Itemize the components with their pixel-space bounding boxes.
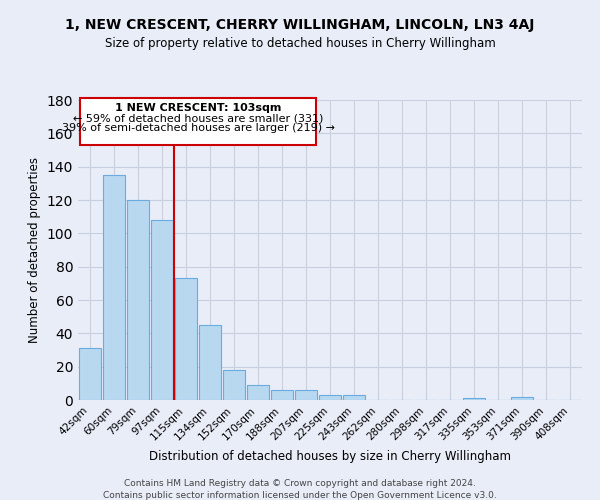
Y-axis label: Number of detached properties: Number of detached properties [28, 157, 41, 343]
X-axis label: Distribution of detached houses by size in Cherry Willingham: Distribution of detached houses by size … [149, 450, 511, 463]
Bar [319, 395, 341, 400]
FancyBboxPatch shape [80, 98, 316, 145]
Bar [151, 220, 173, 400]
Bar [79, 348, 101, 400]
Text: 39% of semi-detached houses are larger (219) →: 39% of semi-detached houses are larger (… [62, 124, 335, 134]
Text: Size of property relative to detached houses in Cherry Willingham: Size of property relative to detached ho… [104, 38, 496, 51]
Text: Contains public sector information licensed under the Open Government Licence v3: Contains public sector information licen… [103, 491, 497, 500]
Bar [223, 370, 245, 400]
Bar [127, 200, 149, 400]
Bar [247, 385, 269, 400]
Text: Contains HM Land Registry data © Crown copyright and database right 2024.: Contains HM Land Registry data © Crown c… [124, 479, 476, 488]
Bar [511, 396, 533, 400]
Bar [175, 278, 197, 400]
Text: 1, NEW CRESCENT, CHERRY WILLINGHAM, LINCOLN, LN3 4AJ: 1, NEW CRESCENT, CHERRY WILLINGHAM, LINC… [65, 18, 535, 32]
Bar [271, 390, 293, 400]
Bar [103, 175, 125, 400]
Bar [343, 395, 365, 400]
Bar [463, 398, 485, 400]
Text: ← 59% of detached houses are smaller (331): ← 59% of detached houses are smaller (33… [73, 114, 323, 124]
Text: 1 NEW CRESCENT: 103sqm: 1 NEW CRESCENT: 103sqm [115, 104, 281, 114]
Bar [199, 325, 221, 400]
Bar [295, 390, 317, 400]
